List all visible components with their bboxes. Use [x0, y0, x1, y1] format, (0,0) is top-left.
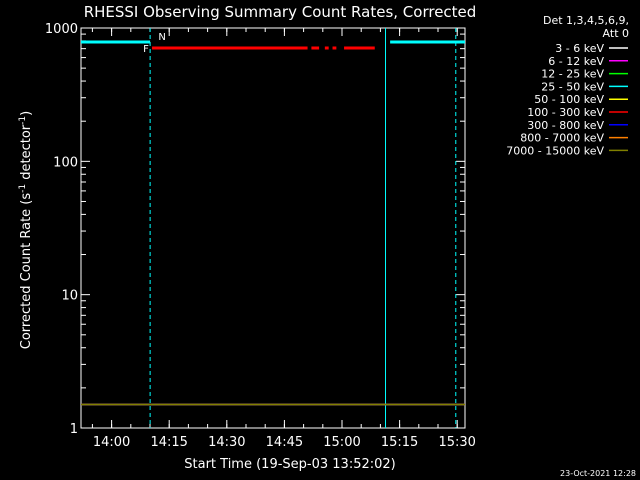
legend-entry-label: 25 - 50 keV [541, 80, 604, 93]
y-tick-label: 1000 [45, 22, 78, 37]
y-axis-label: Corrected Count Rate (s-1 detector-1) [18, 111, 34, 349]
legend-entry-label: 800 - 7000 keV [520, 132, 604, 145]
x-tick-label: 15:15 [381, 435, 418, 450]
legend-entry-label: 7000 - 15000 keV [506, 144, 604, 157]
y-axis-label-sup1: -1 [18, 184, 28, 193]
generation-timestamp: 23-Oct-2021 12:28 [560, 469, 636, 478]
x-tick-label: 14:45 [266, 435, 303, 450]
x-tick-label: 14:30 [208, 435, 245, 450]
night-marker-label: N [158, 32, 165, 43]
y-tick-label: 10 [61, 289, 78, 304]
plot-area: 1 10 100 1000 14:00 14:15 14:30 14:45 15:00 15:15… [45, 22, 476, 450]
legend-entry-label: 6 - 12 keV [548, 55, 604, 68]
legend-header-line2: Att 0 [603, 27, 629, 40]
chart-title: RHESSI Observing Summary Count Rates, Co… [84, 3, 477, 21]
y-axis-label-main: Corrected Count Rate (s [19, 193, 34, 350]
legend-entry-label: 300 - 800 keV [527, 119, 604, 132]
x-tick-label: 15:30 [438, 435, 475, 450]
y-axis-label-end: ) [19, 111, 34, 116]
y-tick-label: 1 [70, 422, 78, 437]
legend-entry-label: 100 - 300 keV [527, 106, 604, 119]
x-tick-label: 14:00 [93, 435, 130, 450]
plot-frame [80, 27, 466, 429]
y-axis-label-sup2: -1 [18, 116, 28, 125]
x-tick-label: 15:00 [323, 435, 360, 450]
y-axis-label-mid: detector [19, 124, 34, 184]
legend-entry-label: 50 - 100 keV [534, 93, 604, 106]
legend-entry-label: 12 - 25 keV [541, 68, 604, 81]
x-tick-label: 14:15 [150, 435, 187, 450]
flare-marker-label: F [143, 44, 149, 55]
legend-entry-label: 3 - 6 keV [555, 42, 604, 55]
y-tick-label: 100 [53, 155, 78, 170]
x-axis-label: Start Time (19-Sep-03 13:52:02) [184, 457, 395, 472]
legend-header-line1: Det 1,3,4,5,6,9, [543, 14, 629, 27]
